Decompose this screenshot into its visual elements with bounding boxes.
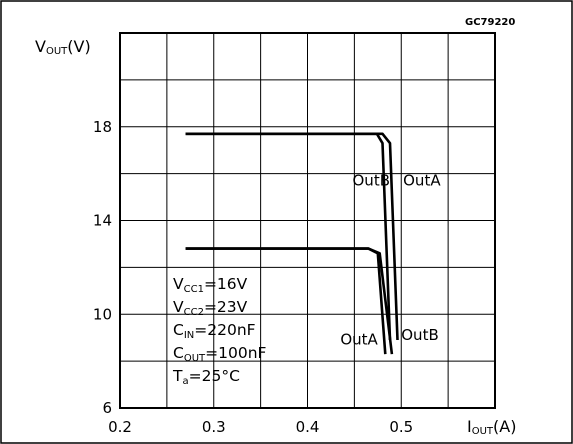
plot-frame (119, 32, 496, 409)
y-axis-title-unit: (V) (67, 37, 90, 56)
x-axis-title-sub: OUT (472, 426, 494, 437)
y-tick-label: 14 (93, 212, 112, 230)
condition-value: =16V (204, 275, 248, 293)
y-axis-title-main: V (35, 37, 46, 56)
figure-code: GC79220 (465, 17, 515, 28)
x-tick-label: 0.4 (296, 418, 320, 436)
curve-label: OutB (401, 326, 439, 344)
curve-labels: OutB OutA OutA OutB (340, 171, 441, 348)
y-tick-label: 6 (102, 399, 112, 417)
condition-subscript: IN (184, 330, 194, 341)
curve-outa (185, 132, 399, 341)
condition-line: VCC1=16V (173, 275, 248, 295)
condition-line: Ta=25°C (172, 367, 240, 387)
x-tick-label: 0.3 (202, 418, 226, 436)
condition-symbol: V (173, 298, 184, 316)
x-tick-label: 0.2 (108, 418, 132, 436)
condition-subscript: CC1 (184, 284, 204, 295)
y-tick-labels: 6 10 14 18 (93, 118, 112, 417)
curve-outb (185, 247, 394, 355)
condition-symbol: C (173, 344, 184, 362)
condition-value: =23V (204, 298, 248, 316)
condition-symbol: V (173, 275, 184, 293)
y-axis-title-sub: OUT (46, 46, 68, 57)
condition-subscript: CC2 (184, 307, 204, 318)
condition-value: =220nF (194, 321, 255, 339)
condition-value: =100nF (205, 344, 266, 362)
curve-label: OutB (353, 171, 391, 189)
condition-line: CIN=220nF (173, 321, 256, 341)
x-axis-title: IOUT(A) (467, 417, 516, 437)
y-tick-label: 18 (93, 118, 112, 136)
curve-label: OutA (403, 171, 441, 189)
condition-line: COUT=100nF (173, 344, 267, 364)
condition-subscript: OUT (184, 353, 206, 364)
x-tick-labels: 0.2 0.3 0.4 0.5 (108, 418, 413, 436)
condition-value: =25°C (189, 367, 240, 385)
condition-subscript: a (182, 376, 188, 387)
x-axis-title-unit: (A) (493, 417, 516, 436)
condition-symbol: T (172, 367, 183, 385)
y-axis-title: VOUT(V) (35, 37, 91, 57)
condition-line: VCC2=23V (173, 298, 248, 318)
condition-symbol: C (173, 321, 184, 339)
curve-label: OutA (340, 331, 378, 349)
x-axis-title-main: I (467, 417, 472, 436)
curves (185, 132, 399, 355)
test-conditions: VCC1=16VVCC2=23VCIN=220nFCOUT=100nFTa=25… (172, 275, 267, 387)
y-tick-label: 10 (93, 305, 112, 323)
grid-lines (120, 33, 495, 408)
x-tick-label: 0.5 (389, 418, 413, 436)
